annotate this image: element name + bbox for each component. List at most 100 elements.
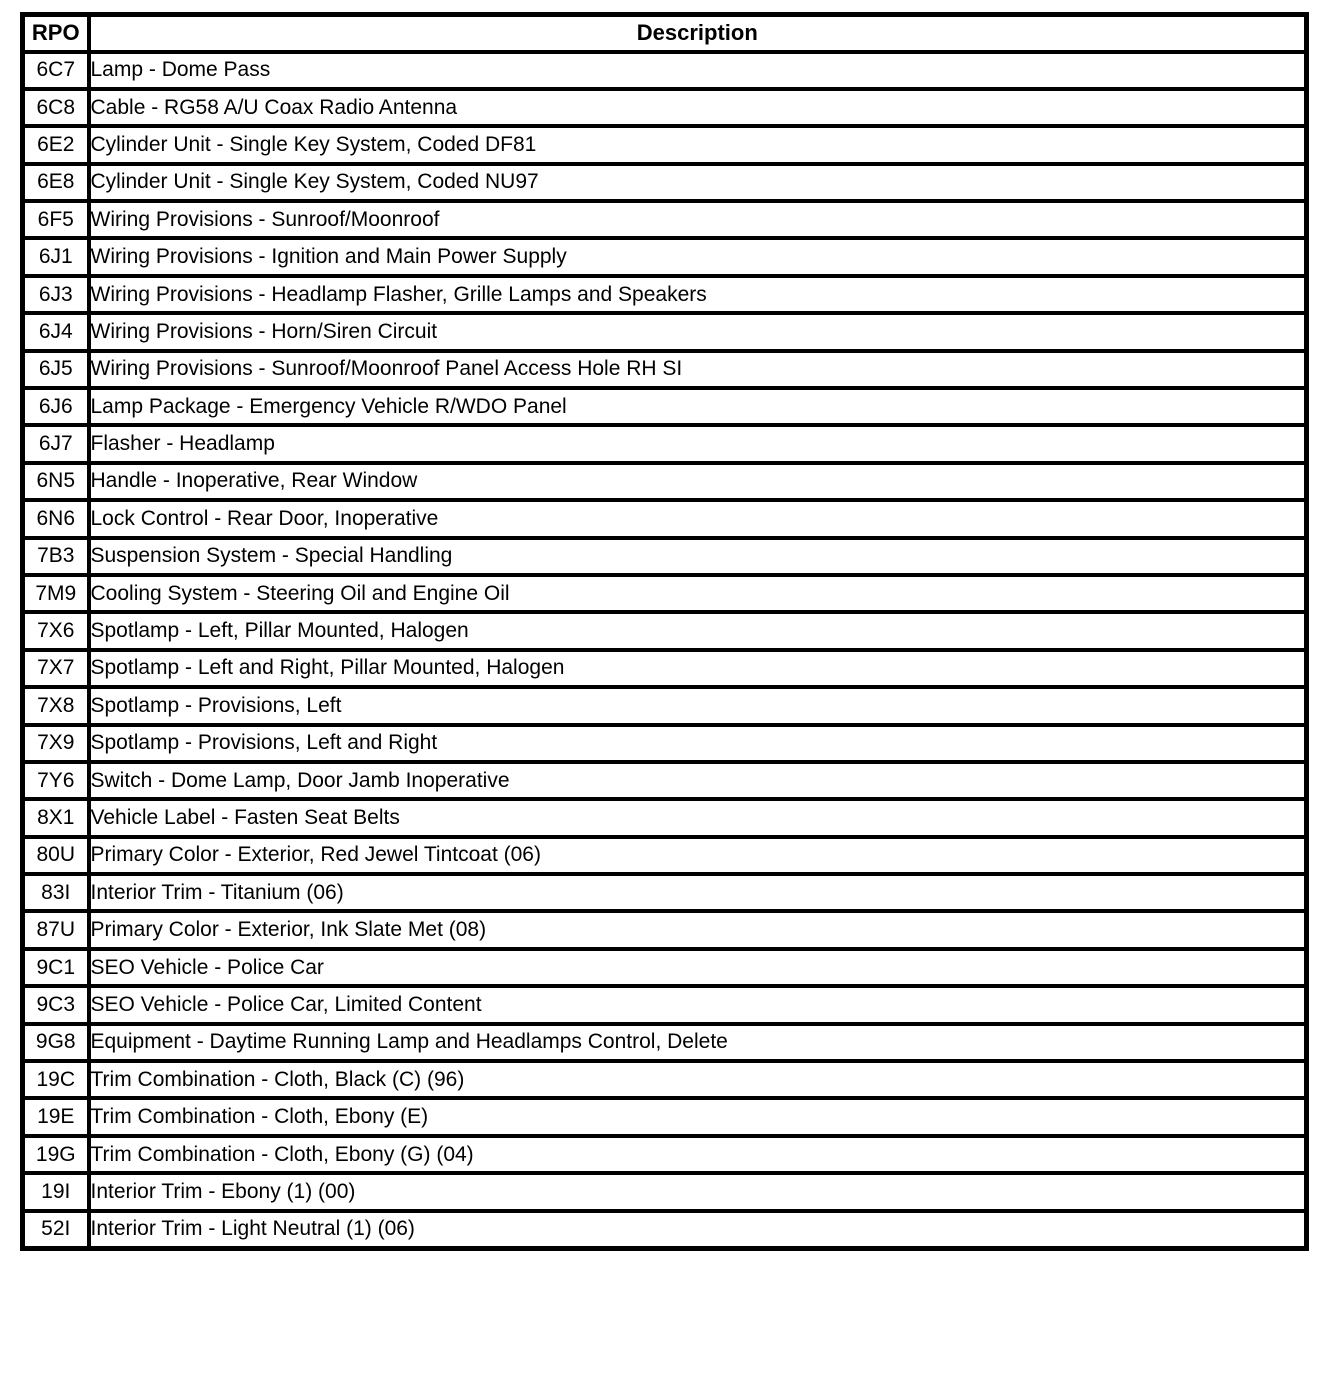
description-cell: Wiring Provisions - Sunroof/Moonroof <box>86 199 1309 241</box>
rpo-code-cell: 19G <box>20 1133 91 1176</box>
description-cell: Spotlamp - Left, Pillar Mounted, Halogen <box>86 610 1309 652</box>
rpo-code-cell: 9C1 <box>20 946 91 989</box>
rpo-code-cell: 6J6 <box>20 385 91 428</box>
table-row: 7X6 Spotlamp - Left, Pillar Mounted, Halo… <box>20 610 1309 652</box>
rpo-code-cell: 6C7 <box>20 49 91 91</box>
rpo-code-cell: 19E <box>20 1096 91 1138</box>
table-row: 7Y6 Switch - Dome Lamp, Door Jamb Inopera… <box>20 759 1309 802</box>
table-row: 6J3 Wiring Provisions - Headlamp Flasher,… <box>20 273 1309 316</box>
table-row: 6J7 Flasher - Headlamp <box>20 423 1309 465</box>
rpo-code-cell: 52I <box>20 1208 91 1251</box>
table-row: 6J4 Wiring Provisions - Horn/Siren Circui… <box>20 311 1309 353</box>
table-row: 6C7 Lamp - Dome Pass <box>20 49 1309 91</box>
rpo-code-cell: 80U <box>20 834 91 877</box>
rpo-code-cell: 6N5 <box>20 460 91 503</box>
description-cell: Trim Combination - Cloth, Black (C) (96) <box>86 1059 1309 1101</box>
rpo-code-cell: 6E2 <box>20 124 91 166</box>
table-body: 6C7 Lamp - Dome Pass 6C8 Cable - RG58 A/U C… <box>20 49 1309 1251</box>
description-cell: Wiring Provisions - Sunroof/Moonroof Pan… <box>86 348 1309 391</box>
rpo-code-cell: 7M9 <box>20 572 91 615</box>
table-row: 19G Trim Combination - Cloth, Ebony (G) (… <box>20 1133 1309 1176</box>
table-row: 6J1 Wiring Provisions - Ignition and Main… <box>20 236 1309 278</box>
table-row: 83I Interior Trim - Titanium (06) <box>20 872 1309 914</box>
table-row: 6F5 Wiring Provisions - Sunroof/Moonroof <box>20 199 1309 241</box>
table-row: 7M9 Cooling System - Steering Oil and Eng… <box>20 572 1309 615</box>
table-row: 6N6 Lock Control - Rear Door, Inoperative <box>20 498 1309 540</box>
description-cell: Cylinder Unit - Single Key System, Coded… <box>86 124 1309 166</box>
rpo-code-cell: 8X1 <box>20 797 91 839</box>
rpo-code-cell: 7Y6 <box>20 759 91 802</box>
rpo-code-cell: 19C <box>20 1059 91 1101</box>
table-row: 9C1 SEO Vehicle - Police Car <box>20 946 1309 989</box>
header-row: RPO Description <box>20 12 1309 54</box>
rpo-code-cell: 6C8 <box>20 86 91 129</box>
description-cell: Switch - Dome Lamp, Door Jamb Inoperativ… <box>86 759 1309 802</box>
description-cell: Vehicle Label - Fasten Seat Belts <box>86 797 1309 839</box>
rpo-code-cell: 6J1 <box>20 236 91 278</box>
table-row: 6E2 Cylinder Unit - Single Key System, Co… <box>20 124 1309 166</box>
table-row: 7B3 Suspension System - Special Handling <box>20 535 1309 577</box>
description-cell: Trim Combination - Cloth, Ebony (E) <box>86 1096 1309 1138</box>
description-cell: Cable - RG58 A/U Coax Radio Antenna <box>86 86 1309 129</box>
rpo-code-cell: 87U <box>20 909 91 951</box>
description-cell: Primary Color - Exterior, Ink Slate Met … <box>86 909 1309 951</box>
table-row: 7X8 Spotlamp - Provisions, Left <box>20 685 1309 727</box>
rpo-code-cell: 7B3 <box>20 535 91 577</box>
table-row: 6E8 Cylinder Unit - Single Key System, Co… <box>20 161 1309 204</box>
rpo-code-cell: 9C3 <box>20 984 91 1026</box>
table-row: 7X9 Spotlamp - Provisions, Left and Right <box>20 722 1309 764</box>
table-row: 6C8 Cable - RG58 A/U Coax Radio Antenna <box>20 86 1309 129</box>
description-cell: Trim Combination - Cloth, Ebony (G) (04) <box>86 1133 1309 1176</box>
table-row: 6J6 Lamp Package - Emergency Vehicle R/WD… <box>20 385 1309 428</box>
table-row: 52I Interior Trim - Light Neutral (1) (06… <box>20 1208 1309 1251</box>
description-cell: Lock Control - Rear Door, Inoperative <box>86 498 1309 540</box>
description-cell: Cooling System - Steering Oil and Engine… <box>86 572 1309 615</box>
rpo-code-cell: 6J3 <box>20 273 91 316</box>
description-cell: Wiring Provisions - Horn/Siren Circuit <box>86 311 1309 353</box>
rpo-code-cell: 7X6 <box>20 610 91 652</box>
rpo-code-cell: 7X9 <box>20 722 91 764</box>
rpo-code-table: RPO Description 6C7 Lamp - Dome Pass 6C8 Ca… <box>20 12 1309 1251</box>
description-cell: Interior Trim - Light Neutral (1) (06) <box>86 1208 1309 1251</box>
table-row: 9C3 SEO Vehicle - Police Car, Limited Con… <box>20 984 1309 1026</box>
description-cell: Primary Color - Exterior, Red Jewel Tint… <box>86 834 1309 877</box>
description-cell: Wiring Provisions - Headlamp Flasher, Gr… <box>86 273 1309 316</box>
description-cell: Spotlamp - Left and Right, Pillar Mounte… <box>86 647 1309 690</box>
description-cell: Wiring Provisions - Ignition and Main Po… <box>86 236 1309 278</box>
description-cell: Spotlamp - Provisions, Left and Right <box>86 722 1309 764</box>
table-row: 9G8 Equipment - Daytime Running Lamp and … <box>20 1021 1309 1064</box>
description-cell: SEO Vehicle - Police Car <box>86 946 1309 989</box>
rpo-code-cell: 6J7 <box>20 423 91 465</box>
description-cell: Spotlamp - Provisions, Left <box>86 685 1309 727</box>
table-row: 7X7 Spotlamp - Left and Right, Pillar Mou… <box>20 647 1309 690</box>
description-column-header: Description <box>86 12 1309 54</box>
description-cell: Cylinder Unit - Single Key System, Coded… <box>86 161 1309 204</box>
description-cell: Flasher - Headlamp <box>86 423 1309 465</box>
table-row: 19E Trim Combination - Cloth, Ebony (E) <box>20 1096 1309 1138</box>
description-cell: Lamp Package - Emergency Vehicle R/WDO P… <box>86 385 1309 428</box>
description-cell: Handle - Inoperative, Rear Window <box>86 460 1309 503</box>
table-row: 80U Primary Color - Exterior, Red Jewel T… <box>20 834 1309 877</box>
table-row: 6N5 Handle - Inoperative, Rear Window <box>20 460 1309 503</box>
table-row: 8X1 Vehicle Label - Fasten Seat Belts <box>20 797 1309 839</box>
rpo-code-cell: 6J5 <box>20 348 91 391</box>
rpo-code-cell: 6N6 <box>20 498 91 540</box>
table-row: 87U Primary Color - Exterior, Ink Slate M… <box>20 909 1309 951</box>
rpo-code-cell: 9G8 <box>20 1021 91 1064</box>
description-cell: Lamp - Dome Pass <box>86 49 1309 91</box>
rpo-code-cell: 6F5 <box>20 199 91 241</box>
rpo-code-cell: 6E8 <box>20 161 91 204</box>
rpo-code-cell: 19I <box>20 1171 91 1213</box>
rpo-code-cell: 7X7 <box>20 647 91 690</box>
table-row: 6J5 Wiring Provisions - Sunroof/Moonroof … <box>20 348 1309 391</box>
description-cell: Interior Trim - Titanium (06) <box>86 872 1309 914</box>
description-cell: Suspension System - Special Handling <box>86 535 1309 577</box>
description-cell: Equipment - Daytime Running Lamp and Hea… <box>86 1021 1309 1064</box>
table-row: 19I Interior Trim - Ebony (1) (00) <box>20 1171 1309 1213</box>
table-row: 19C Trim Combination - Cloth, Black (C) (… <box>20 1059 1309 1101</box>
description-cell: Interior Trim - Ebony (1) (00) <box>86 1171 1309 1213</box>
rpo-column-header: RPO <box>20 12 91 54</box>
rpo-code-cell: 6J4 <box>20 311 91 353</box>
description-cell: SEO Vehicle - Police Car, Limited Conten… <box>86 984 1309 1026</box>
